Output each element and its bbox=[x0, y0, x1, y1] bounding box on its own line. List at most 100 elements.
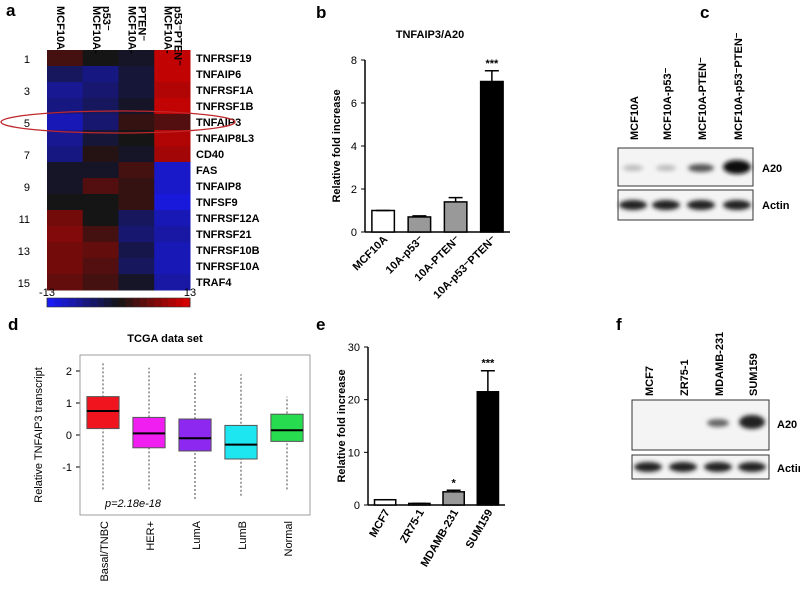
colorbar-step bbox=[175, 298, 184, 307]
y-tick-label: 20 bbox=[348, 395, 360, 407]
bar bbox=[479, 80, 504, 233]
row-label: TNFRSF12A bbox=[196, 213, 260, 225]
column-label: PTEN⁻ bbox=[136, 6, 148, 41]
y-tick-label: 8 bbox=[351, 55, 357, 67]
colorbar-tick-label: 13 bbox=[184, 287, 196, 299]
panel-letter: b bbox=[316, 3, 326, 22]
y-tick-label: 1 bbox=[66, 398, 72, 410]
heatmap-cell bbox=[82, 130, 119, 147]
band bbox=[619, 200, 647, 210]
row-number: 1 bbox=[24, 54, 30, 66]
heatmap-cell bbox=[118, 50, 155, 67]
y-tick-label: 0 bbox=[354, 500, 360, 512]
column-label: MCF10A bbox=[54, 6, 66, 50]
heatmap-cell bbox=[47, 98, 84, 115]
band-label: Actin bbox=[762, 200, 790, 212]
heatmap-cell bbox=[118, 258, 155, 275]
colorbar-step bbox=[161, 298, 169, 307]
heatmap-cell bbox=[154, 130, 191, 147]
heatmap-cell bbox=[47, 50, 84, 67]
y-tick-label: 0 bbox=[351, 227, 357, 239]
colorbar-step bbox=[118, 298, 126, 307]
heatmap-cell bbox=[47, 146, 84, 163]
band-label: A20 bbox=[762, 163, 782, 175]
column-label: MCF10A- bbox=[161, 6, 173, 54]
heatmap-cell bbox=[154, 274, 191, 291]
heatmap-cell bbox=[47, 274, 84, 291]
row-number: 3 bbox=[24, 86, 30, 98]
band bbox=[723, 160, 751, 174]
heatmap-cell bbox=[82, 178, 119, 195]
heatmap-cell bbox=[154, 210, 191, 227]
colorbar-step bbox=[111, 298, 119, 307]
colorbar-step bbox=[139, 298, 148, 307]
heatmap-cell bbox=[154, 114, 191, 131]
heatmap-cell bbox=[118, 82, 155, 99]
row-label: TNFAIP8L3 bbox=[196, 133, 254, 145]
band bbox=[652, 200, 680, 210]
heatmap-cell bbox=[82, 226, 119, 243]
row-label: TNFRSF21 bbox=[196, 229, 252, 241]
heatmap-cell bbox=[118, 242, 155, 259]
colorbar-step bbox=[125, 298, 134, 307]
heatmap-cell bbox=[82, 242, 119, 259]
heatmap-cell bbox=[118, 194, 155, 211]
row-number: 13 bbox=[18, 246, 30, 258]
heatmap-cell bbox=[47, 66, 84, 83]
heatmap-cell bbox=[82, 194, 119, 211]
heatmap-cell bbox=[47, 258, 84, 275]
heatmap-cell bbox=[154, 98, 191, 115]
heatmap-cell bbox=[118, 146, 155, 163]
band bbox=[704, 462, 732, 472]
heatmap-cell bbox=[47, 82, 84, 99]
colorbar-step bbox=[182, 298, 191, 307]
heatmap-cell bbox=[118, 226, 155, 243]
x-tick-label: Basal/TNBC bbox=[99, 521, 111, 582]
row-label: FAS bbox=[196, 165, 217, 177]
significance: * bbox=[451, 477, 456, 489]
heatmap-cell bbox=[82, 210, 119, 227]
bar bbox=[476, 391, 500, 506]
heatmap-cell bbox=[118, 162, 155, 179]
y-tick-label: 10 bbox=[348, 447, 360, 459]
heatmap-cell bbox=[47, 194, 84, 211]
heatmap-cell bbox=[118, 178, 155, 195]
colorbar-step bbox=[132, 298, 141, 307]
y-tick-label: 2 bbox=[66, 366, 72, 378]
box bbox=[178, 418, 212, 452]
heatmap-cell bbox=[154, 146, 191, 163]
heatmap-cell bbox=[118, 210, 155, 227]
band-label: A20 bbox=[777, 419, 797, 431]
colorbar-step bbox=[147, 298, 155, 307]
x-tick-label: SUM159 bbox=[464, 508, 496, 551]
x-tick-label: HER+ bbox=[145, 521, 157, 551]
row-label: TNFRSF10B bbox=[196, 245, 260, 257]
y-axis-label: Relative TNFAIP3 transcript bbox=[33, 367, 45, 503]
row-label: TNFRSF19 bbox=[196, 53, 252, 65]
panel-letter: a bbox=[6, 1, 16, 20]
x-tick-label: LumA bbox=[191, 520, 203, 549]
lane-label: MDAMB-231 bbox=[714, 332, 726, 396]
row-number: 11 bbox=[19, 214, 30, 226]
heatmap-cell bbox=[47, 162, 84, 179]
y-axis-label: Relative fold increase bbox=[336, 369, 348, 482]
heatmap-cell bbox=[47, 226, 84, 243]
heatmap-cell bbox=[154, 178, 191, 195]
band bbox=[738, 462, 766, 472]
bar bbox=[443, 201, 468, 233]
colorbar-step bbox=[89, 298, 98, 307]
x-tick-label: Normal bbox=[283, 521, 295, 556]
x-tick-label: 10A-p53⁻PTEN⁻ bbox=[431, 234, 499, 302]
panel-letter: c bbox=[700, 3, 709, 22]
heatmap-cell bbox=[154, 162, 191, 179]
row-number: 5 bbox=[24, 118, 30, 130]
error-bar bbox=[448, 196, 463, 202]
colorbar-step bbox=[54, 298, 62, 307]
heatmap-cell bbox=[82, 98, 119, 115]
heatmap-cell bbox=[118, 98, 155, 115]
box bbox=[224, 424, 258, 460]
band bbox=[656, 165, 676, 171]
heatmap-cell bbox=[154, 50, 191, 67]
row-label: TNFAIP6 bbox=[196, 69, 241, 81]
heatmap-cell bbox=[118, 114, 155, 131]
